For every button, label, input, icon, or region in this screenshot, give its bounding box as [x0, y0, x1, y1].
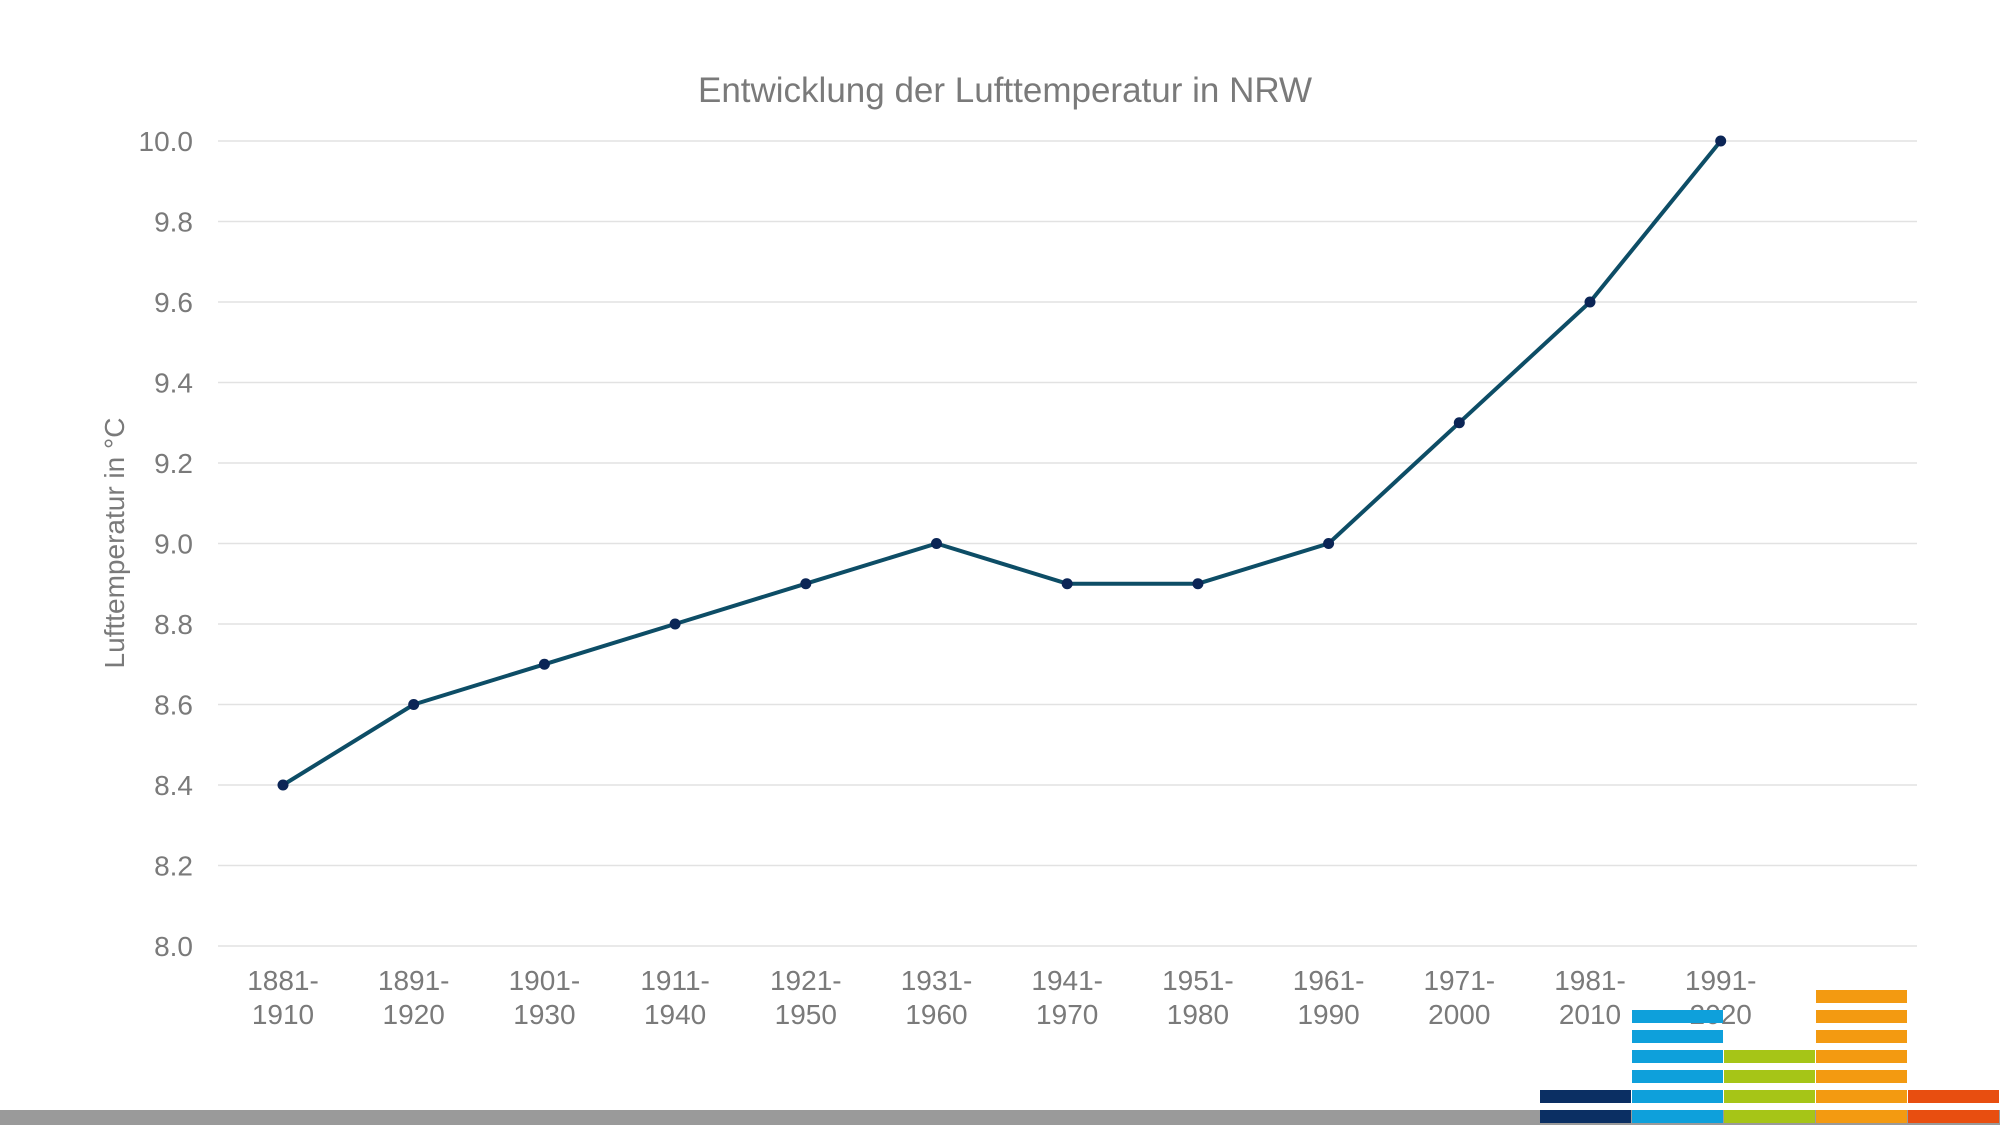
data-point	[408, 699, 420, 710]
y-tick-label: 9.2	[154, 448, 193, 479]
logo-stripe	[1816, 990, 1907, 1003]
data-point	[1453, 417, 1465, 429]
y-tick-label: 9.6	[154, 287, 193, 318]
data-point	[1715, 135, 1727, 147]
logo-stripe	[1540, 1110, 1631, 1123]
data-point	[1584, 296, 1596, 308]
x-tick-label: 1981-2010	[1554, 965, 1626, 1030]
climate-stripes-logo	[1540, 990, 1999, 1123]
logo-stripe	[1632, 1110, 1723, 1123]
logo-stripe	[1724, 1090, 1815, 1103]
logo-stripe	[1632, 1070, 1723, 1083]
logo-stripe	[1908, 1110, 1999, 1123]
logo-stripe	[1816, 1110, 1907, 1123]
chart-title: Entwicklung der Lufttemperatur in NRW	[698, 71, 1312, 110]
logo-stripe	[1816, 1050, 1907, 1063]
logo-stripe	[1632, 1030, 1723, 1043]
data-point	[931, 538, 942, 549]
logo-stripe	[1632, 1010, 1723, 1023]
x-tick-label: 1991-2020	[1685, 965, 1757, 1030]
logo-stripe	[1724, 1110, 1815, 1123]
y-tick-label: 8.2	[154, 851, 193, 882]
logo-stripe	[1632, 1090, 1723, 1103]
x-tick-label: 1901-1930	[509, 965, 581, 1030]
footer-bar	[0, 1110, 2000, 1125]
data-point	[1061, 578, 1073, 590]
x-tick-label: 1941-1970	[1031, 965, 1103, 1030]
y-tick-label: 8.6	[154, 690, 193, 721]
x-tick-label: 1961-1990	[1293, 965, 1365, 1030]
y-tick-label: 9.4	[154, 368, 193, 399]
y-tick-label: 9.8	[154, 207, 193, 238]
logo-stripe	[1816, 1090, 1907, 1103]
data-point	[800, 578, 812, 590]
x-tick-label: 1921-1950	[770, 965, 842, 1030]
x-tick-label: 1971-2000	[1423, 965, 1495, 1030]
logo-stripe	[1816, 1010, 1907, 1023]
y-axis-ticks: 8.0 8.2 8.4 8.6 8.8 9.0 9.2 9.4 9.6 9.8 10.0	[139, 126, 194, 962]
data-point	[277, 779, 289, 791]
data-point	[1192, 578, 1204, 590]
gridlines	[218, 140, 1917, 947]
x-tick-label: 1911-1940	[640, 965, 710, 1030]
series-line	[281, 139, 1723, 787]
data-point	[538, 658, 550, 670]
x-tick-label: 1881-1910	[247, 965, 319, 1030]
x-tick-label: 1951-1980	[1162, 965, 1234, 1030]
logo-stripe	[1724, 1050, 1815, 1063]
logo-stripe	[1724, 1070, 1815, 1083]
series-markers	[277, 135, 1727, 791]
x-tick-label: 1931-1960	[901, 965, 973, 1030]
y-tick-label: 10.0	[139, 126, 194, 157]
y-tick-label: 9.0	[154, 529, 193, 560]
logo-stripe	[1632, 1050, 1723, 1063]
logo-stripe	[1908, 1090, 1999, 1103]
x-axis-ticks: 1881-1910 1891-1920 1901-1930 1911-1940 1921…	[247, 965, 1756, 1030]
y-axis-title: Lufttemperatur in °C	[99, 418, 130, 669]
data-point	[669, 618, 681, 630]
logo-stripe	[1816, 1030, 1907, 1043]
logo-stripe	[1816, 1070, 1907, 1083]
data-point	[1323, 538, 1335, 549]
y-tick-label: 8.8	[154, 609, 193, 640]
logo-stripe	[1540, 1090, 1631, 1103]
y-tick-label: 8.0	[154, 931, 193, 962]
y-tick-label: 8.4	[154, 770, 193, 801]
x-tick-label: 1891-1920	[378, 965, 450, 1030]
